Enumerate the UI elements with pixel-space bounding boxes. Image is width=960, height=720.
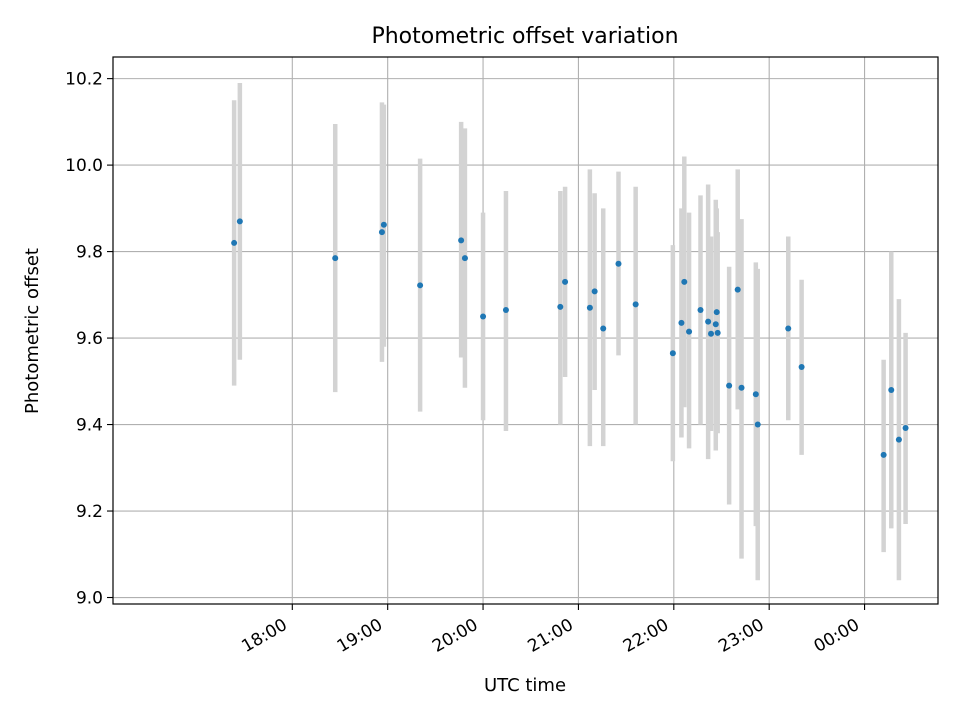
y-tick-label: 9.6 (76, 329, 103, 349)
chart-title: Photometric offset variation (371, 24, 678, 49)
data-point (562, 278, 569, 285)
y-axis-label: Photometric offset (22, 248, 43, 414)
data-point (714, 329, 721, 336)
x-axis-label: UTC time (484, 675, 566, 696)
data-point (754, 421, 761, 428)
data-point (586, 304, 593, 311)
data-point (752, 391, 759, 398)
data-point (380, 221, 387, 228)
y-tick-label: 10.0 (65, 156, 103, 176)
data-point (632, 301, 639, 308)
data-point (557, 303, 564, 310)
data-point (798, 364, 805, 371)
data-point (236, 218, 243, 225)
data-point (332, 255, 339, 262)
data-point (697, 306, 704, 313)
data-point (678, 319, 685, 326)
data-point (686, 328, 693, 335)
data-point (726, 382, 733, 389)
plot-frame (112, 56, 939, 605)
data-point (895, 436, 902, 443)
y-tick-label: 9.4 (76, 416, 103, 436)
y-axis-ticks: 9.0 9.2 9.4 9.6 9.8 10.0 10.2 (65, 70, 113, 609)
data-point (458, 237, 465, 244)
y-tick-label: 9.0 (76, 589, 103, 609)
data-point (681, 278, 688, 285)
data-point (502, 306, 509, 313)
data-point (712, 321, 719, 328)
data-point (734, 286, 741, 293)
data-point (378, 229, 385, 236)
data-point (600, 325, 607, 332)
data-point (705, 318, 712, 325)
y-tick-label: 9.2 (76, 502, 103, 522)
y-tick-label: 9.8 (76, 243, 103, 263)
data-point (461, 255, 468, 262)
data-point (902, 425, 909, 432)
data-point (231, 239, 238, 246)
data-point (669, 350, 676, 357)
data-point (738, 384, 745, 391)
data-point (480, 313, 487, 320)
data-point (880, 451, 887, 458)
y-tick-label: 10.2 (65, 70, 103, 90)
data-point (888, 386, 895, 393)
data-points (231, 218, 909, 458)
data-point (591, 288, 598, 295)
data-point (785, 325, 792, 332)
data-point (713, 309, 720, 316)
data-point (417, 282, 424, 289)
data-point (708, 330, 715, 337)
data-point (615, 260, 622, 267)
